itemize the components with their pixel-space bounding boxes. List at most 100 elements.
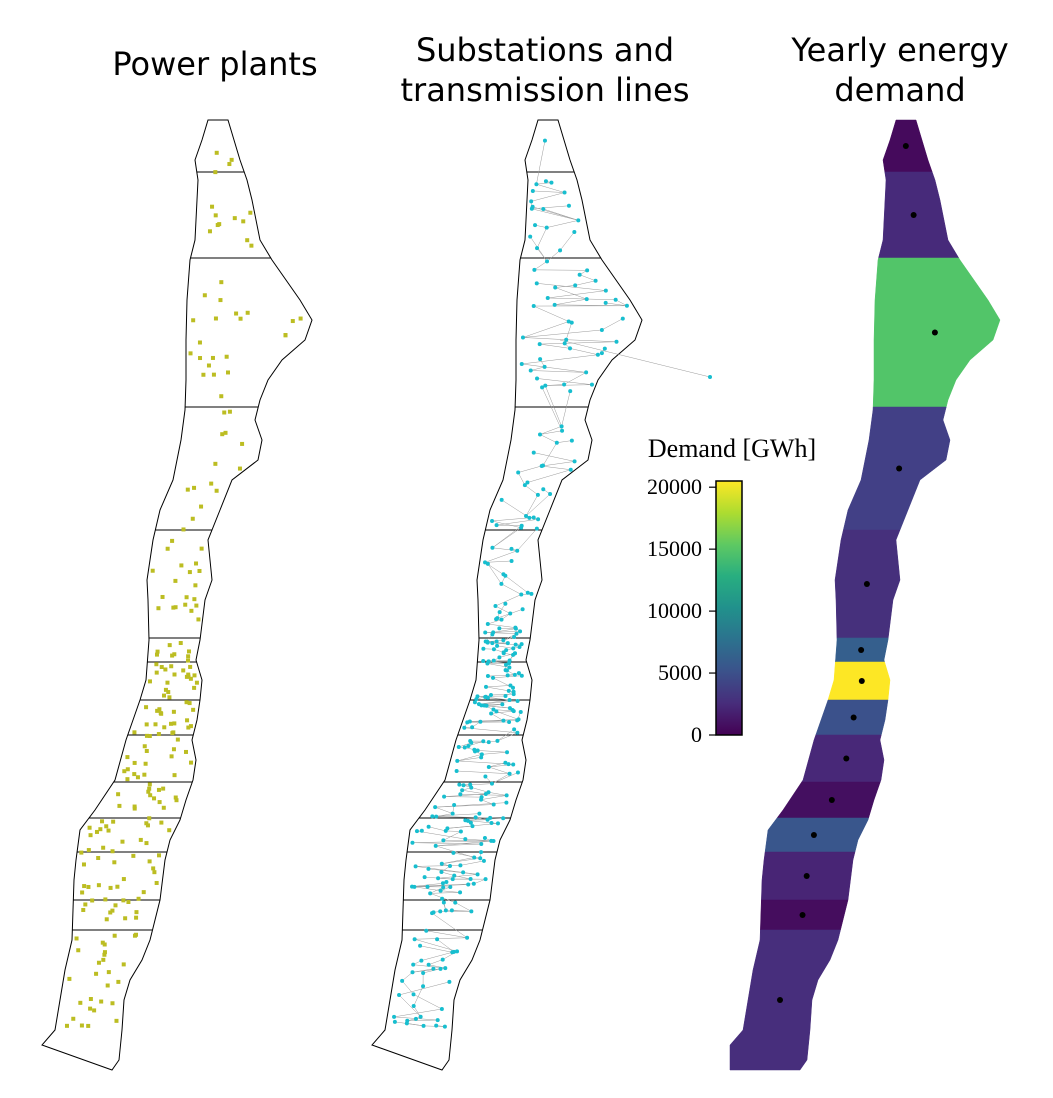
substation-marker xyxy=(434,1023,439,1028)
power-plant-marker xyxy=(113,903,118,908)
transmission-line xyxy=(436,939,455,953)
transmission-line xyxy=(487,697,510,701)
substation-marker xyxy=(708,375,712,379)
power-plant-marker xyxy=(184,749,189,754)
power-plant-marker xyxy=(147,786,152,791)
power-plant-marker xyxy=(245,238,250,243)
power-plant-marker xyxy=(154,652,159,657)
substation-marker xyxy=(482,836,487,841)
substation-marker xyxy=(453,900,458,905)
transmission-line xyxy=(545,384,592,386)
power-plant-marker xyxy=(121,898,126,903)
power-plant-marker xyxy=(78,1000,83,1005)
substation-marker xyxy=(529,206,534,211)
transmission-line xyxy=(463,872,478,875)
region-centroid xyxy=(843,755,850,762)
transmission-line xyxy=(454,875,471,880)
power-plant-marker xyxy=(152,870,157,875)
power-plant-marker xyxy=(169,664,174,669)
power-plant-marker xyxy=(213,461,218,466)
power-plant-marker xyxy=(99,999,104,1004)
power-plant-marker xyxy=(181,527,186,532)
transmission-line xyxy=(546,220,579,228)
power-plant-marker xyxy=(79,850,84,855)
transmission-line xyxy=(522,337,567,340)
substations-title: Substations and transmission lines xyxy=(400,31,690,109)
transmission-line xyxy=(412,840,492,843)
substation-marker xyxy=(504,800,509,805)
substation-marker xyxy=(479,797,484,802)
transmission-line xyxy=(398,981,450,996)
substation-marker xyxy=(528,234,533,239)
power-plant-marker xyxy=(199,546,204,551)
transmission-line xyxy=(518,465,544,473)
substation-marker xyxy=(490,632,495,637)
power-plant-marker xyxy=(116,979,121,984)
power-plant-marker xyxy=(214,488,219,493)
substation-marker xyxy=(469,740,474,745)
substation-marker xyxy=(472,855,477,860)
substation-marker xyxy=(512,634,517,639)
substation-marker xyxy=(519,592,524,597)
substation-marker xyxy=(535,492,540,497)
power-plant-marker xyxy=(157,707,162,712)
transmission-line xyxy=(492,517,530,522)
substation-marker xyxy=(535,246,540,251)
substation-marker xyxy=(519,642,524,647)
substation-marker xyxy=(491,802,496,807)
substation-marker xyxy=(516,470,521,475)
substation-marker xyxy=(519,525,524,530)
substation-marker xyxy=(435,1018,440,1023)
power-plant-marker xyxy=(96,883,101,888)
power-plant-marker xyxy=(131,853,136,858)
transmission-line xyxy=(527,469,571,483)
transmission-line xyxy=(414,937,468,940)
demand-title: Yearly energy demand xyxy=(791,31,1009,109)
substation-marker xyxy=(451,850,456,855)
power-plant-marker xyxy=(170,538,175,543)
substation-marker xyxy=(485,674,490,679)
transmission-line xyxy=(525,493,551,517)
power-plant-marker xyxy=(81,862,86,867)
substation-marker xyxy=(452,803,457,808)
power-plant-marker xyxy=(186,672,191,677)
transmission-line xyxy=(579,274,596,282)
transmission-line xyxy=(547,290,606,299)
power-plant-marker xyxy=(112,860,117,865)
power-plant-marker xyxy=(111,819,116,824)
power-plant-marker xyxy=(144,722,149,727)
substation-marker xyxy=(442,794,447,799)
power-plant-marker xyxy=(238,316,243,321)
power-plant-marker xyxy=(201,372,206,377)
transmission-line xyxy=(487,619,502,625)
substation-marker xyxy=(527,515,532,520)
transmission-line xyxy=(530,366,545,371)
demand-region-14 xyxy=(729,929,841,1071)
substation-marker xyxy=(599,351,604,356)
power-plant-marker xyxy=(248,210,253,215)
substation-marker xyxy=(413,1016,418,1021)
power-plant-marker xyxy=(189,608,194,613)
transmission-line xyxy=(556,440,572,443)
substation-marker xyxy=(595,352,600,357)
power-plant-marker xyxy=(194,561,199,566)
transmission-line xyxy=(412,968,434,973)
substation-marker xyxy=(568,467,573,472)
country-outline xyxy=(371,119,643,1071)
substation-marker xyxy=(508,611,513,616)
power-plant-marker xyxy=(101,845,106,850)
substation-marker xyxy=(520,335,525,340)
substation-marker xyxy=(458,829,463,834)
power-plant-marker xyxy=(110,1001,115,1006)
transmission-line xyxy=(430,887,444,894)
power-plant-marker xyxy=(121,877,126,882)
demand-map xyxy=(729,119,1001,1071)
power-plant-marker xyxy=(162,725,167,730)
substation-marker xyxy=(511,692,516,697)
demand-region-9 xyxy=(801,734,885,783)
power-plant-marker xyxy=(147,734,152,739)
transmission-line xyxy=(478,699,510,705)
substation-marker xyxy=(511,652,516,657)
colorbar-tick-label: 15000 xyxy=(647,536,702,562)
power-plant-marker xyxy=(76,948,81,953)
